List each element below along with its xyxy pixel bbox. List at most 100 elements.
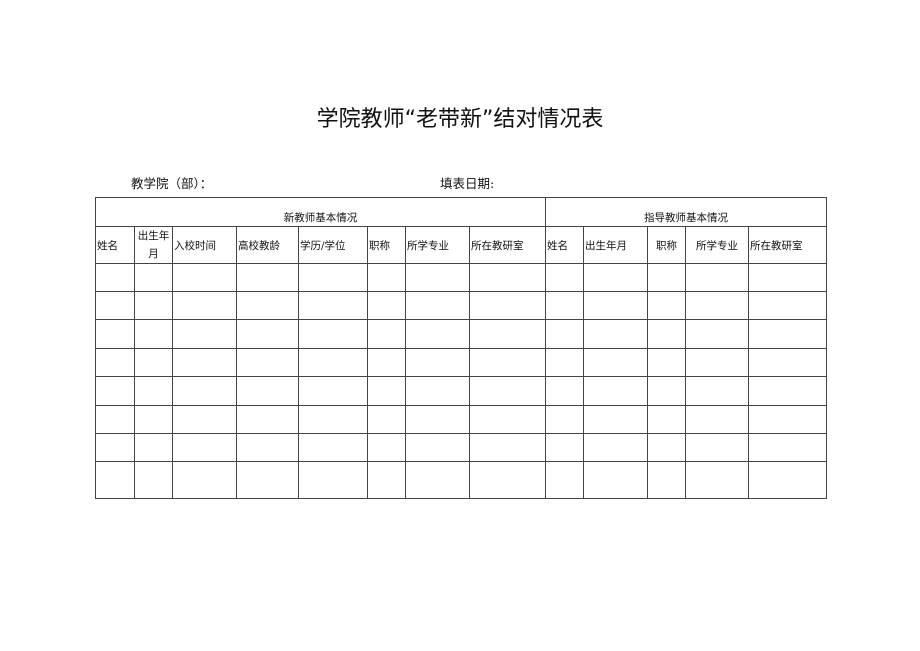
table-cell[interactable]: [647, 461, 686, 499]
table-cell[interactable]: [236, 376, 299, 406]
table-cell[interactable]: [583, 405, 648, 434]
table-cell[interactable]: [583, 348, 648, 377]
table-cell[interactable]: [298, 461, 368, 499]
table-cell[interactable]: [685, 461, 749, 499]
table-cell[interactable]: [748, 319, 827, 349]
table-cell[interactable]: [134, 348, 173, 377]
table-cell[interactable]: [545, 433, 584, 462]
table-cell[interactable]: [172, 319, 237, 349]
table-cell[interactable]: [95, 263, 135, 292]
table-cell[interactable]: [298, 405, 368, 434]
table-cell[interactable]: [685, 376, 749, 406]
table-cell[interactable]: [95, 348, 135, 377]
table-cell[interactable]: [685, 348, 749, 377]
table-cell[interactable]: [469, 376, 546, 406]
table-cell[interactable]: [134, 461, 173, 499]
table-cell[interactable]: [583, 461, 648, 499]
table-cell[interactable]: [298, 348, 368, 377]
table-cell[interactable]: [647, 433, 686, 462]
table-cell[interactable]: [172, 348, 237, 377]
table-cell[interactable]: [367, 433, 406, 462]
table-cell[interactable]: [748, 291, 827, 320]
table-cell[interactable]: [405, 461, 470, 499]
table-cell[interactable]: [367, 461, 406, 499]
table-cell[interactable]: [748, 405, 827, 434]
table-cell[interactable]: [647, 319, 686, 349]
table-cell[interactable]: [95, 376, 135, 406]
table-cell[interactable]: [583, 433, 648, 462]
table-cell[interactable]: [95, 405, 135, 434]
table-cell[interactable]: [95, 433, 135, 462]
table-cell[interactable]: [134, 433, 173, 462]
table-cell[interactable]: [95, 291, 135, 320]
table-cell[interactable]: [236, 348, 299, 377]
table-cell[interactable]: [134, 263, 173, 292]
table-cell[interactable]: [405, 319, 470, 349]
table-cell[interactable]: [298, 319, 368, 349]
table-cell[interactable]: [134, 376, 173, 406]
table-cell[interactable]: [95, 319, 135, 349]
table-cell[interactable]: [647, 405, 686, 434]
table-cell[interactable]: [685, 433, 749, 462]
table-cell[interactable]: [134, 319, 173, 349]
table-cell[interactable]: [236, 319, 299, 349]
table-cell[interactable]: [545, 348, 584, 377]
table-cell[interactable]: [405, 405, 470, 434]
table-cell[interactable]: [298, 433, 368, 462]
table-cell[interactable]: [134, 291, 173, 320]
table-cell[interactable]: [469, 405, 546, 434]
table-cell[interactable]: [405, 263, 470, 292]
table-cell[interactable]: [748, 461, 827, 499]
table-cell[interactable]: [367, 263, 406, 292]
table-cell[interactable]: [236, 291, 299, 320]
table-cell[interactable]: [583, 263, 648, 292]
table-cell[interactable]: [685, 263, 749, 292]
table-cell[interactable]: [405, 376, 470, 406]
table-cell[interactable]: [748, 263, 827, 292]
table-cell[interactable]: [298, 263, 368, 292]
table-cell[interactable]: [647, 376, 686, 406]
table-cell[interactable]: [367, 405, 406, 434]
table-cell[interactable]: [469, 433, 546, 462]
table-cell[interactable]: [172, 263, 237, 292]
table-cell[interactable]: [647, 348, 686, 377]
table-cell[interactable]: [95, 461, 135, 499]
table-cell[interactable]: [367, 348, 406, 377]
table-cell[interactable]: [405, 433, 470, 462]
table-cell[interactable]: [298, 291, 368, 320]
table-cell[interactable]: [748, 433, 827, 462]
table-cell[interactable]: [172, 461, 237, 499]
table-cell[interactable]: [236, 433, 299, 462]
table-cell[interactable]: [469, 263, 546, 292]
table-cell[interactable]: [172, 376, 237, 406]
table-cell[interactable]: [172, 405, 237, 434]
table-cell[interactable]: [367, 291, 406, 320]
table-cell[interactable]: [685, 319, 749, 349]
table-cell[interactable]: [545, 405, 584, 434]
table-cell[interactable]: [236, 405, 299, 434]
table-cell[interactable]: [367, 376, 406, 406]
table-cell[interactable]: [647, 291, 686, 320]
table-cell[interactable]: [545, 376, 584, 406]
table-cell[interactable]: [236, 461, 299, 499]
table-cell[interactable]: [367, 319, 406, 349]
table-cell[interactable]: [545, 263, 584, 292]
table-cell[interactable]: [583, 319, 648, 349]
table-cell[interactable]: [583, 291, 648, 320]
table-cell[interactable]: [545, 461, 584, 499]
table-cell[interactable]: [469, 291, 546, 320]
table-cell[interactable]: [545, 319, 584, 349]
table-cell[interactable]: [405, 291, 470, 320]
table-cell[interactable]: [469, 319, 546, 349]
table-cell[interactable]: [685, 405, 749, 434]
table-cell[interactable]: [298, 376, 368, 406]
table-cell[interactable]: [134, 405, 173, 434]
table-cell[interactable]: [405, 348, 470, 377]
table-cell[interactable]: [748, 376, 827, 406]
table-cell[interactable]: [469, 461, 546, 499]
table-cell[interactable]: [172, 291, 237, 320]
table-cell[interactable]: [172, 433, 237, 462]
table-cell[interactable]: [583, 376, 648, 406]
table-cell[interactable]: [647, 263, 686, 292]
table-cell[interactable]: [748, 348, 827, 377]
